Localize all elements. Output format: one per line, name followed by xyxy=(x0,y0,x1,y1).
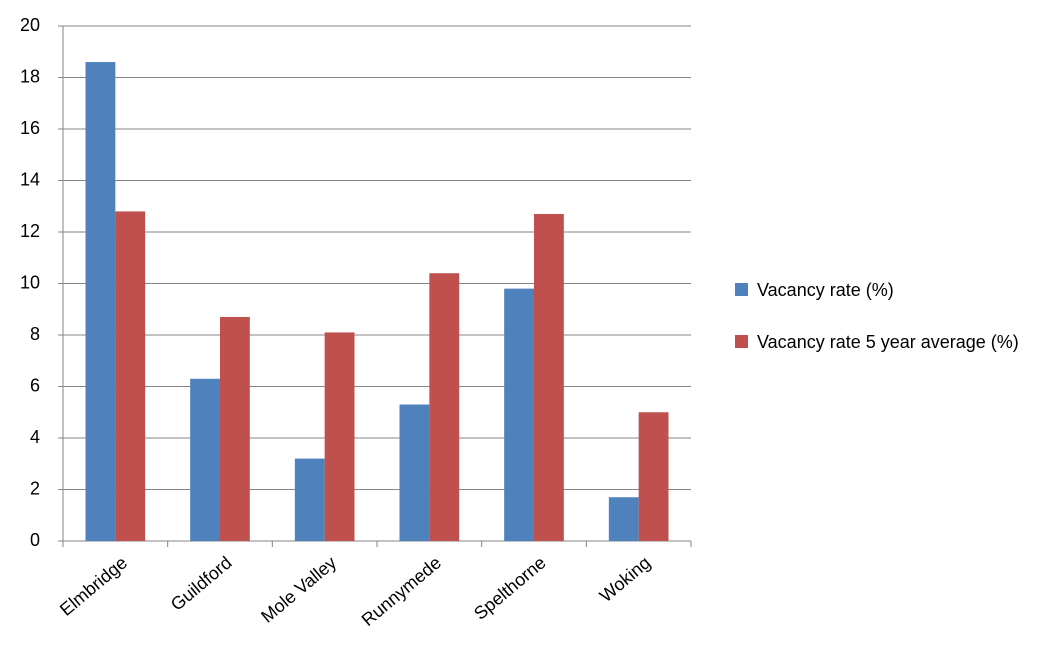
x-tick-label: Mole Valley xyxy=(257,552,340,626)
legend-item: Vacancy rate 5 year average (%) xyxy=(735,330,1055,354)
x-tick-label: Elmbridge xyxy=(56,552,131,619)
legend: Vacancy rate (%) Vacancy rate 5 year aver… xyxy=(735,278,1055,382)
y-tick-label: 2 xyxy=(30,478,40,498)
legend-swatch xyxy=(735,283,748,296)
x-tick-label: Spelthorne xyxy=(470,552,550,623)
bar xyxy=(399,404,430,541)
y-tick-label: 10 xyxy=(20,272,40,292)
bar xyxy=(324,332,355,541)
legend-swatch xyxy=(735,335,748,348)
bar xyxy=(294,458,325,541)
y-tick-label: 6 xyxy=(30,375,40,395)
bar xyxy=(608,497,639,541)
bar xyxy=(534,213,564,541)
y-tick-label: 14 xyxy=(20,169,40,189)
legend-label: Vacancy rate (%) xyxy=(757,280,894,300)
y-tick-label: 4 xyxy=(30,427,40,447)
y-tick-label: 18 xyxy=(20,66,40,86)
bar xyxy=(220,316,250,541)
x-tick-label: Guildford xyxy=(167,552,236,614)
bar xyxy=(190,378,220,541)
y-tick-label: 0 xyxy=(30,530,40,550)
bar xyxy=(429,273,460,541)
legend-item: Vacancy rate (%) xyxy=(735,278,1055,302)
legend-label: Vacancy rate 5 year average (%) xyxy=(757,332,1019,352)
y-tick-label: 12 xyxy=(20,221,40,241)
bar xyxy=(85,62,116,542)
x-tick-label: Woking xyxy=(596,552,655,606)
bar xyxy=(638,412,669,541)
y-tick-label: 8 xyxy=(30,324,40,344)
y-tick-label: 16 xyxy=(20,118,40,138)
bar xyxy=(115,211,146,541)
x-tick-label: Runnymede xyxy=(358,552,445,630)
bar xyxy=(504,288,534,541)
y-tick-label: 20 xyxy=(20,15,40,35)
